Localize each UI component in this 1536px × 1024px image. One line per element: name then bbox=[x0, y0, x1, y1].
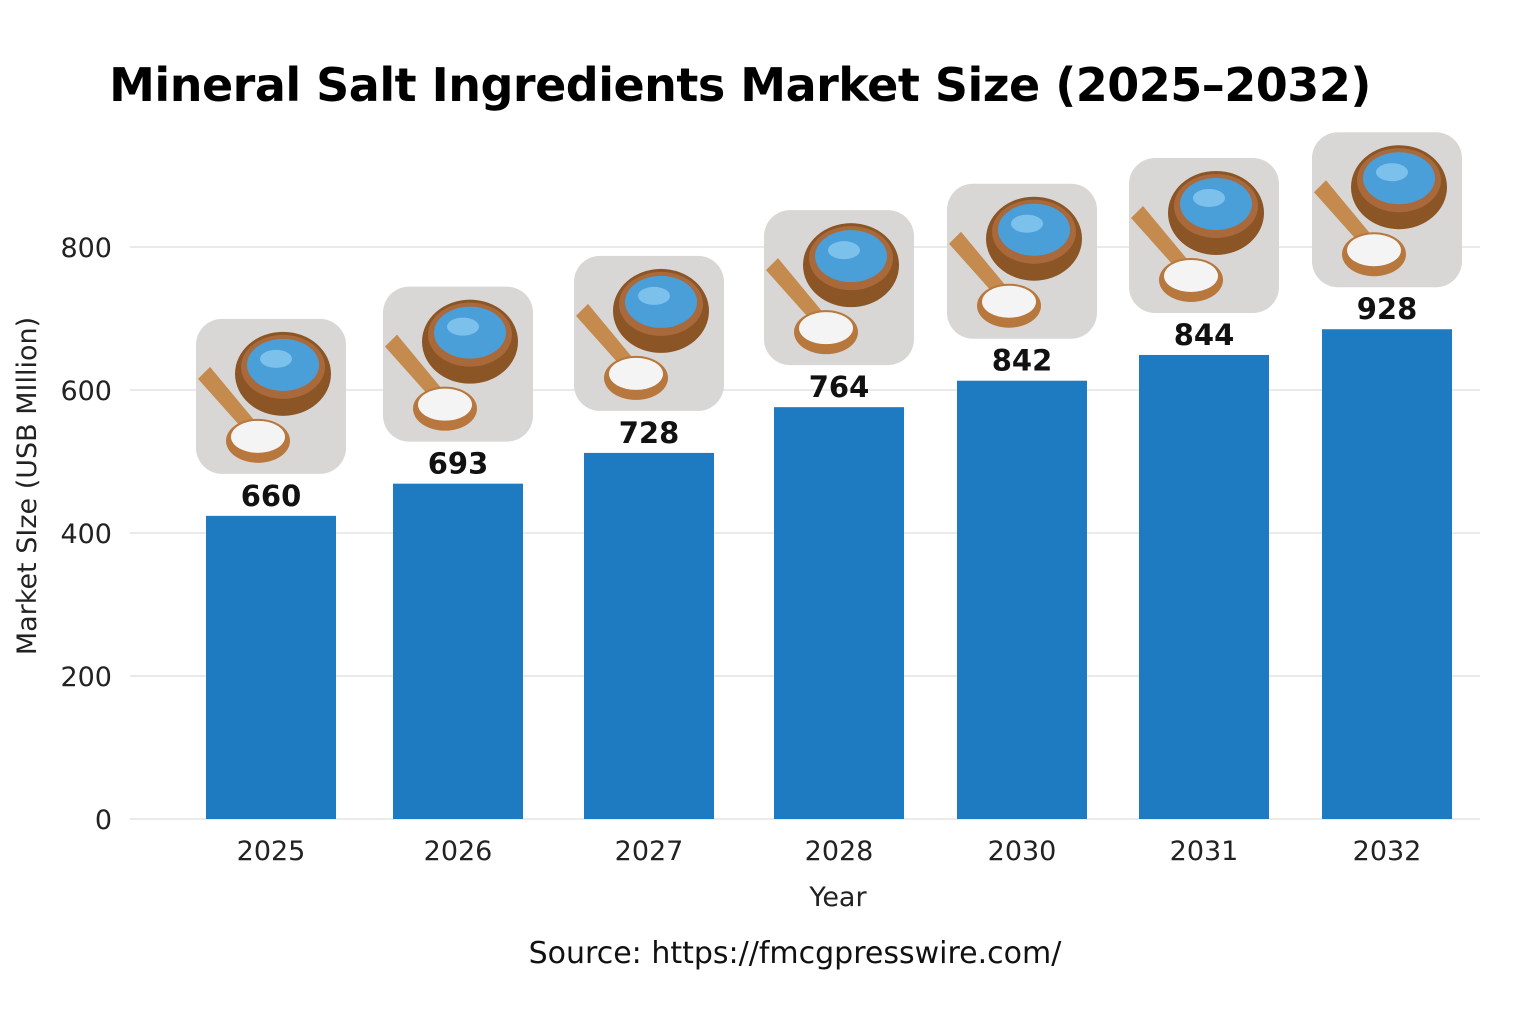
y-axis-label: Market SIze (USB MIllion) bbox=[12, 317, 43, 655]
salt-bowl-icon bbox=[764, 210, 914, 366]
bar-2031 bbox=[1139, 354, 1269, 819]
bar-2032 bbox=[1322, 329, 1452, 819]
x-tick-label: 2030 bbox=[988, 836, 1057, 867]
x-tick-label: 2032 bbox=[1353, 836, 1422, 867]
y-tick-label: 200 bbox=[60, 662, 112, 693]
y-tick-label: 800 bbox=[60, 233, 112, 264]
y-tick-label: 600 bbox=[60, 376, 112, 407]
salt-bowl-icon bbox=[1129, 157, 1279, 313]
x-tick-label: 2027 bbox=[615, 836, 684, 867]
data-label: 660 bbox=[241, 479, 302, 513]
data-label: 928 bbox=[1357, 292, 1418, 326]
salt-bowl-icon bbox=[947, 183, 1097, 339]
bar-2027 bbox=[584, 452, 714, 819]
bar-2026 bbox=[393, 483, 523, 819]
data-label: 728 bbox=[619, 416, 680, 450]
salt-bowl-icon bbox=[196, 318, 346, 474]
data-label: 842 bbox=[992, 344, 1053, 378]
bar-2028 bbox=[774, 407, 904, 819]
salt-bowl-icon bbox=[1312, 132, 1462, 288]
bar-2025 bbox=[206, 515, 336, 819]
x-tick-label: 2026 bbox=[424, 836, 493, 867]
data-label: 693 bbox=[428, 447, 489, 481]
source-note: Source: https://fmcgpresswire.com/ bbox=[528, 936, 1062, 971]
y-tick-label: 0 bbox=[95, 805, 112, 836]
x-tick-label: 2031 bbox=[1170, 836, 1239, 867]
salt-bowl-icon bbox=[574, 255, 724, 411]
bar-2030 bbox=[957, 380, 1087, 819]
y-tick-label: 400 bbox=[60, 519, 112, 550]
chart-title: Mineral Salt Ingredients Market Size (20… bbox=[109, 58, 1371, 112]
x-axis-label: Year bbox=[808, 882, 867, 913]
data-label: 764 bbox=[809, 370, 870, 404]
salt-bowl-icon bbox=[383, 286, 533, 442]
data-label: 844 bbox=[1174, 318, 1235, 352]
x-tick-label: 2028 bbox=[805, 836, 874, 867]
x-tick-label: 2025 bbox=[237, 836, 306, 867]
